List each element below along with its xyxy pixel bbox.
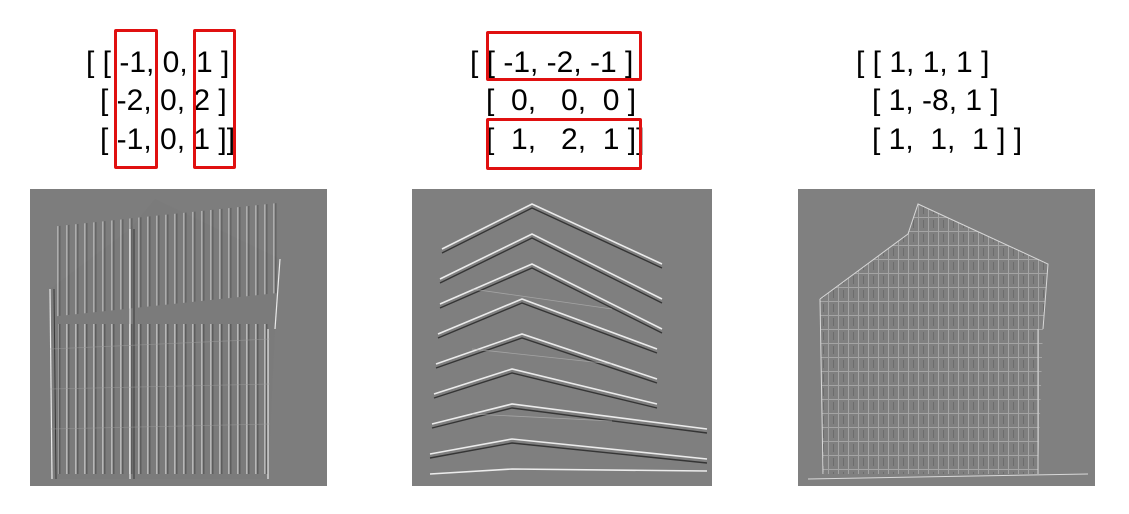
kernel-1-row-3: [ -1, 0, 1 ]] [100,123,236,156]
kernel-1-matrix: [ [ -1, 0, 1 ] [ -2, 0, 2 ] [ -1, 0, 1 ]… [86,44,266,164]
kernel-3-row-2: [ 1, -8, 1 ] [872,84,999,117]
building-horizontal-edges [429,203,708,475]
kernel-2-row-1: [ [ -1, -2, -1 ] [470,46,634,79]
kernel-3-row-3: [ 1, 1, 1 ] ] [872,123,1023,156]
kernel-1-row-1: [ [ -1, 0, 1 ] [86,46,230,79]
kernel-2-top-row-highlight [486,31,642,81]
kernel-3-row-1: [ [ 1, 1, 1 ] [856,46,990,79]
kernel-2-bottom-row-highlight [486,118,642,170]
kernel-1-left-column-highlight [114,29,158,169]
kernel-3-matrix: [ [ 1, 1, 1 ] [ 1, -8, 1 ] [ 1, 1, 1 ] ] [856,44,1046,164]
vertical-edge-result-image [30,189,327,486]
kernel-1-row-2: [ -2, 0, 2 ] [100,84,227,117]
laplacian-result-image [798,189,1095,486]
horizontal-edge-result-image [412,189,712,486]
kernel-1-right-column-highlight [193,29,236,169]
building-vertical-edges [49,199,281,480]
kernel-2-row-2: [ 0, 0, 0 ] [486,84,637,117]
building-laplacian-edges [807,203,1089,480]
kernel-2-matrix: [ [ -1, -2, -1 ] [ 0, 0, 0 ] [ 1, 2, 1 ]… [470,44,670,164]
